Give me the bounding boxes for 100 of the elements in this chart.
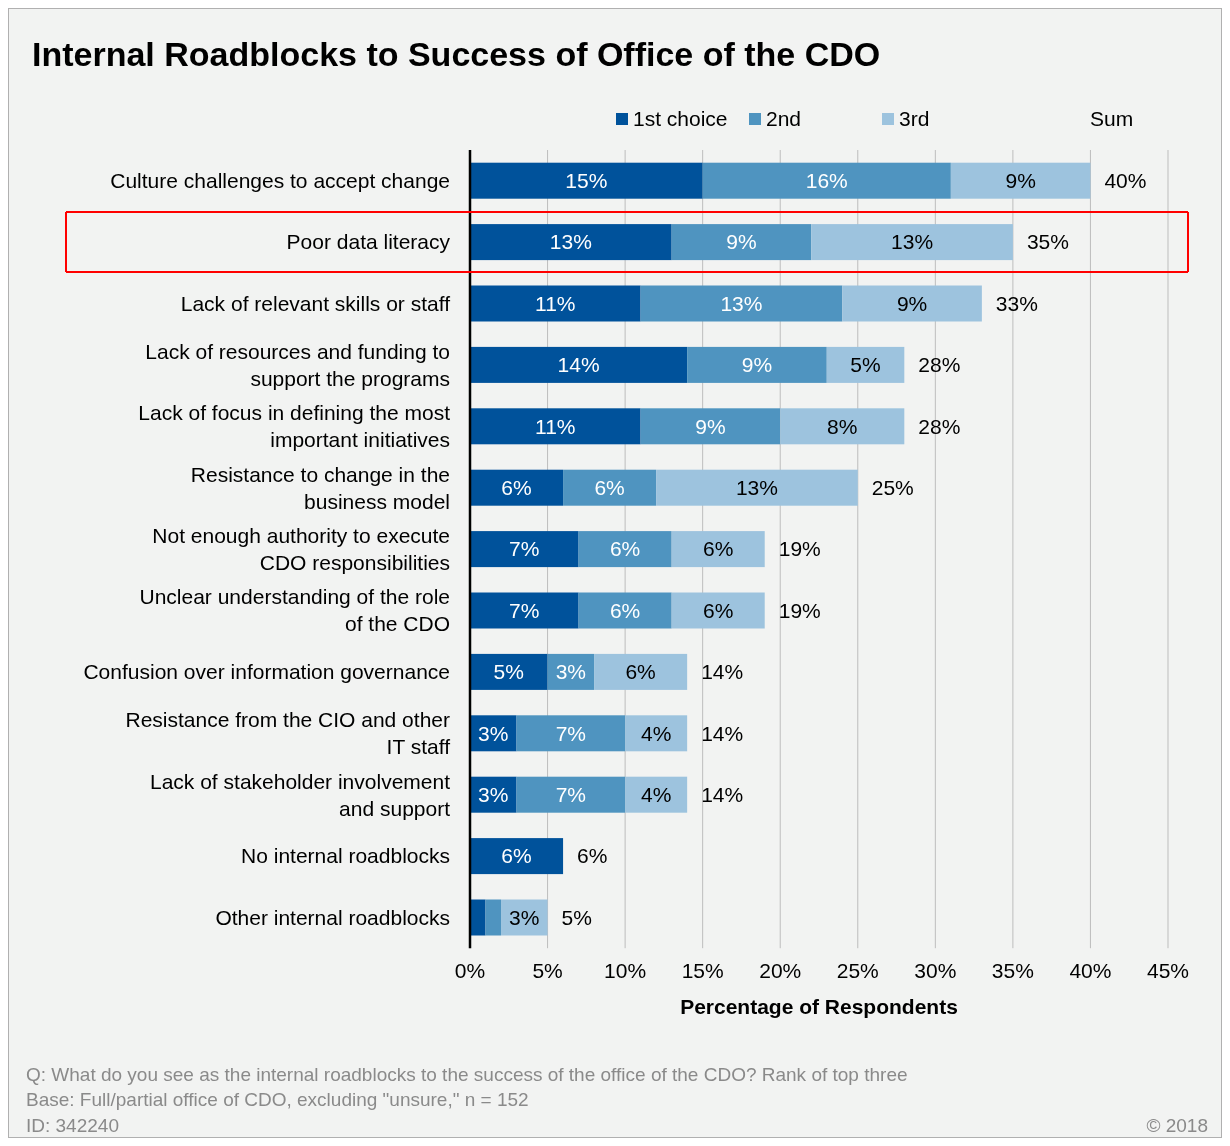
data-label: 11% xyxy=(535,291,576,315)
text: Sum xyxy=(1090,107,1134,131)
total-label: 33% xyxy=(995,291,1038,315)
chart-title: Internal Roadblocks to Success of Office of the CDO xyxy=(32,35,881,73)
data-label: 6% xyxy=(625,660,656,684)
data-label: 4% xyxy=(640,721,672,745)
bar xyxy=(470,531,579,568)
bar xyxy=(470,653,548,690)
data-label: 13% xyxy=(720,291,763,315)
data-label: 7% xyxy=(555,783,586,807)
bar xyxy=(687,346,827,383)
y-tick-label: No internal roadblocks xyxy=(241,844,450,868)
y-tick-label: Lack of relevant skills or staff xyxy=(180,291,451,315)
text: ID: 342240 xyxy=(26,1114,119,1136)
bar xyxy=(811,224,1013,261)
x-tick-label: 0% xyxy=(454,959,486,983)
bar xyxy=(470,162,703,199)
y-tick-label: Resistance to change in the business model xyxy=(190,462,450,513)
total-label: 40% xyxy=(1104,169,1147,193)
data-label: 6% xyxy=(501,476,532,500)
data-label: 3% xyxy=(478,783,509,807)
x-tick-label: 20% xyxy=(759,959,802,983)
data-label: 11% xyxy=(535,414,576,438)
x-tick-label: 45% xyxy=(1146,959,1190,983)
data-label: 6% xyxy=(703,598,734,622)
data-label: 6% xyxy=(501,844,532,868)
text: © 2018 xyxy=(1146,1114,1208,1136)
data-label: 14% xyxy=(557,353,600,377)
y-tick-label: Lack of stakeholder involvement and support xyxy=(150,769,451,820)
bar xyxy=(671,224,812,261)
data-label: 9% xyxy=(726,230,757,254)
text: Base: Full/partial office of CDO, excluding "unsure," n = 152 xyxy=(26,1089,529,1111)
bar xyxy=(594,653,688,690)
data-label: 15% xyxy=(565,169,608,193)
y-tick-label: Lack of focus in defining the most important initiatives xyxy=(138,401,451,452)
data-label: 5% xyxy=(850,353,881,377)
data-label: 6% xyxy=(609,537,641,561)
data-label: 9% xyxy=(695,414,726,438)
data-label: 13% xyxy=(549,230,592,254)
y-tick-label: Poor data literacy xyxy=(286,230,451,254)
total-label: 25% xyxy=(871,476,914,500)
legend-label: 2nd xyxy=(766,107,802,131)
bar xyxy=(640,408,781,445)
legend-label: 3rd xyxy=(899,107,930,131)
bar xyxy=(470,346,688,383)
bar xyxy=(780,408,905,445)
data-label: 3% xyxy=(555,660,586,684)
total-label: 5% xyxy=(561,905,592,929)
bar xyxy=(625,715,688,752)
data-label: 13% xyxy=(891,230,934,254)
x-tick-label: 5% xyxy=(532,959,563,983)
legend-label: 1st choice xyxy=(633,107,728,131)
data-label: 7% xyxy=(509,537,540,561)
data-label: 6% xyxy=(609,598,641,622)
text: Q: What do you see as the internal roadblocks to the success of the office of the CDO? Rank of top three xyxy=(26,1063,908,1085)
data-label: 8% xyxy=(827,414,858,438)
bar xyxy=(470,592,579,629)
bar xyxy=(702,162,951,199)
y-tick-label: Resistance from the CIO and other IT staff xyxy=(125,708,451,759)
bar xyxy=(470,899,486,936)
bar xyxy=(826,346,905,383)
total-label: 28% xyxy=(918,353,961,377)
bar xyxy=(640,285,843,322)
bar xyxy=(470,838,564,875)
bar xyxy=(563,469,657,506)
bar xyxy=(671,592,765,629)
data-label: 6% xyxy=(594,476,625,500)
y-tick-label: Confusion over information governance xyxy=(83,660,450,684)
data-label: 9% xyxy=(896,291,928,315)
bar xyxy=(625,776,688,813)
data-label: 6% xyxy=(703,537,734,561)
data-label: 7% xyxy=(555,721,586,745)
y-tick-label: Other internal roadblocks xyxy=(215,905,450,929)
total-label: 14% xyxy=(701,660,744,684)
total-label: 6% xyxy=(577,844,608,868)
data-label: 16% xyxy=(805,169,848,193)
total-label: 14% xyxy=(701,721,744,745)
x-tick-label: 25% xyxy=(836,959,879,983)
bar xyxy=(842,285,982,322)
total-label: 19% xyxy=(778,537,821,561)
x-tick-label: 10% xyxy=(604,959,647,983)
data-label: 9% xyxy=(1005,169,1036,193)
x-tick-label: 35% xyxy=(991,959,1034,983)
y-tick-label: Lack of resources and funding to support the programs xyxy=(145,339,450,390)
bar xyxy=(578,592,672,629)
bar xyxy=(516,715,626,752)
data-label: 3% xyxy=(509,905,540,929)
data-label: 9% xyxy=(741,353,773,377)
y-tick-label: Unclear understanding of the role of the CDO xyxy=(139,585,450,636)
bar xyxy=(578,531,672,568)
total-label: 14% xyxy=(701,783,744,807)
bar xyxy=(485,899,502,936)
data-label: 3% xyxy=(478,721,509,745)
x-tick-label: 30% xyxy=(914,959,957,983)
bar xyxy=(470,224,672,261)
bar xyxy=(470,285,641,322)
x-tick-label: 40% xyxy=(1069,959,1112,983)
data-label: 7% xyxy=(509,598,540,622)
bar xyxy=(671,531,765,568)
bar xyxy=(656,469,858,506)
